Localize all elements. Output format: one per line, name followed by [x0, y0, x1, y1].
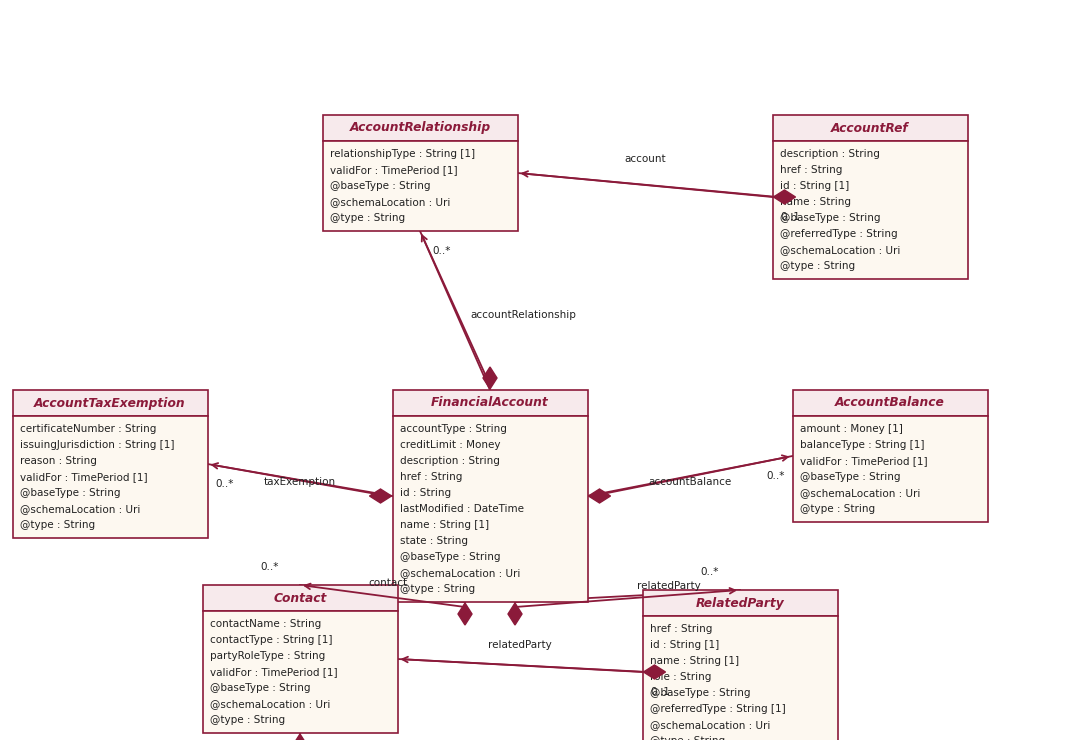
- Text: @type : String: @type : String: [781, 261, 855, 271]
- Bar: [202, 611, 397, 733]
- Polygon shape: [293, 734, 307, 740]
- Text: contactType : String [1]: contactType : String [1]: [210, 635, 333, 645]
- Text: @schemaLocation : Uri: @schemaLocation : Uri: [781, 245, 900, 255]
- Text: @baseType : String: @baseType : String: [651, 688, 751, 698]
- Text: 0..*: 0..*: [215, 479, 234, 489]
- Text: validFor : TimePeriod [1]: validFor : TimePeriod [1]: [800, 456, 928, 466]
- Text: 0..*: 0..*: [766, 471, 784, 481]
- Text: id : String [1]: id : String [1]: [651, 640, 719, 650]
- Polygon shape: [643, 665, 666, 679]
- Text: id : String [1]: id : String [1]: [781, 181, 850, 191]
- Text: 0..*: 0..*: [432, 246, 450, 256]
- Bar: [13, 390, 208, 416]
- Text: @referredType : String [1]: @referredType : String [1]: [651, 704, 786, 714]
- Text: account: account: [625, 154, 666, 164]
- Text: validFor : TimePeriod [1]: validFor : TimePeriod [1]: [331, 165, 458, 175]
- Text: role : String: role : String: [651, 672, 712, 682]
- Text: @schemaLocation : Uri: @schemaLocation : Uri: [401, 568, 521, 578]
- Text: @type : String: @type : String: [331, 213, 406, 223]
- Text: contact: contact: [368, 579, 407, 588]
- Text: name : String [1]: name : String [1]: [651, 656, 740, 666]
- Bar: [643, 590, 838, 616]
- Text: href : String: href : String: [651, 624, 713, 634]
- Text: FinancialAccount: FinancialAccount: [431, 397, 549, 409]
- Text: 0..1: 0..1: [781, 212, 800, 222]
- Text: AccountRelationship: AccountRelationship: [349, 121, 490, 135]
- Text: validFor : TimePeriod [1]: validFor : TimePeriod [1]: [20, 472, 149, 482]
- Text: taxExemption: taxExemption: [264, 477, 336, 487]
- Polygon shape: [458, 603, 472, 625]
- Text: 0..*: 0..*: [701, 567, 719, 577]
- Text: @type : String: @type : String: [20, 520, 96, 530]
- Text: AccountRef: AccountRef: [831, 121, 909, 135]
- Text: relationshipType : String [1]: relationshipType : String [1]: [331, 149, 476, 159]
- Polygon shape: [588, 489, 611, 503]
- Text: @baseType : String: @baseType : String: [781, 213, 881, 223]
- Text: accountType : String: accountType : String: [401, 424, 507, 434]
- Text: certificateNumber : String: certificateNumber : String: [20, 424, 157, 434]
- Text: href : String: href : String: [781, 165, 843, 175]
- Text: @baseType : String: @baseType : String: [401, 552, 501, 562]
- Text: 0..*: 0..*: [261, 562, 279, 572]
- Text: AccountTaxExemption: AccountTaxExemption: [34, 397, 186, 409]
- Text: relatedParty: relatedParty: [488, 640, 551, 650]
- Polygon shape: [482, 367, 496, 389]
- Text: @type : String: @type : String: [210, 715, 285, 725]
- Text: lastModified : DateTime: lastModified : DateTime: [401, 504, 524, 514]
- Bar: [643, 616, 838, 740]
- Text: Contact: Contact: [274, 591, 326, 605]
- Text: accountRelationship: accountRelationship: [470, 311, 576, 320]
- Text: @schemaLocation : Uri: @schemaLocation : Uri: [20, 504, 141, 514]
- Text: href : String: href : String: [401, 472, 463, 482]
- Text: @type : String: @type : String: [651, 736, 726, 740]
- Text: AccountBalance: AccountBalance: [835, 397, 945, 409]
- Text: @schemaLocation : Uri: @schemaLocation : Uri: [331, 197, 451, 207]
- Text: @baseType : String: @baseType : String: [210, 683, 311, 693]
- Text: amount : Money [1]: amount : Money [1]: [800, 424, 904, 434]
- Text: RelatedParty: RelatedParty: [696, 596, 784, 610]
- Text: issuingJurisdiction : String [1]: issuingJurisdiction : String [1]: [20, 440, 174, 450]
- Bar: [202, 585, 397, 611]
- Polygon shape: [773, 190, 796, 204]
- Text: @type : String: @type : String: [401, 584, 476, 594]
- Polygon shape: [369, 489, 392, 503]
- Bar: [772, 141, 967, 279]
- Bar: [793, 390, 988, 416]
- Text: name : String [1]: name : String [1]: [401, 520, 490, 530]
- Text: @referredType : String: @referredType : String: [781, 229, 898, 239]
- Bar: [322, 115, 518, 141]
- Text: @type : String: @type : String: [800, 504, 876, 514]
- Text: id : String: id : String: [401, 488, 451, 498]
- Text: validFor : TimePeriod [1]: validFor : TimePeriod [1]: [210, 667, 338, 677]
- Bar: [322, 141, 518, 231]
- Text: contactName : String: contactName : String: [210, 619, 322, 629]
- Text: description : String: description : String: [781, 149, 880, 159]
- Text: @baseType : String: @baseType : String: [20, 488, 121, 498]
- Bar: [13, 416, 208, 538]
- Text: @schemaLocation : Uri: @schemaLocation : Uri: [800, 488, 921, 498]
- Text: partyRoleType : String: partyRoleType : String: [210, 651, 325, 661]
- Bar: [772, 115, 967, 141]
- Text: relatedParty: relatedParty: [638, 581, 701, 591]
- Text: reason : String: reason : String: [20, 456, 97, 466]
- Text: name : String: name : String: [781, 197, 852, 207]
- Bar: [392, 416, 587, 602]
- Text: @baseType : String: @baseType : String: [800, 472, 901, 482]
- Text: balanceType : String [1]: balanceType : String [1]: [800, 440, 925, 450]
- Text: state : String: state : String: [401, 536, 468, 546]
- Bar: [793, 416, 988, 522]
- Text: @schemaLocation : Uri: @schemaLocation : Uri: [651, 720, 771, 730]
- Text: 0..1: 0..1: [651, 687, 670, 697]
- Polygon shape: [508, 603, 522, 625]
- Text: accountBalance: accountBalance: [648, 477, 731, 487]
- Text: creditLimit : Money: creditLimit : Money: [401, 440, 501, 450]
- Bar: [392, 390, 587, 416]
- Text: @baseType : String: @baseType : String: [331, 181, 431, 191]
- Text: description : String: description : String: [401, 456, 501, 466]
- Text: @schemaLocation : Uri: @schemaLocation : Uri: [210, 699, 331, 709]
